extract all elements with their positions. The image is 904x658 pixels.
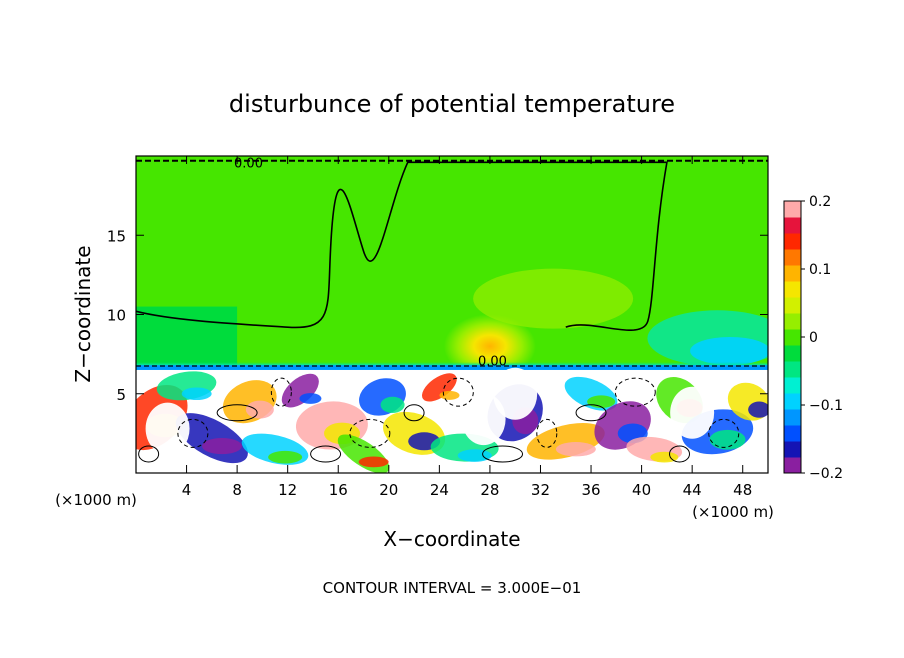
contour-labels: 0.00 0.00	[234, 156, 507, 369]
y-tick-label: 15	[107, 227, 126, 245]
colorbar-tick-label: 0	[809, 330, 818, 346]
contour-loop	[669, 445, 691, 463]
chart-title: disturbunce of potential temperature	[229, 90, 675, 118]
colorbar-segment	[784, 201, 801, 218]
contour-label: 0.00	[234, 156, 263, 171]
x-tick-label: 12	[278, 481, 297, 499]
turbulent-eddy-core	[181, 387, 212, 401]
x-tick-label: 8	[232, 481, 242, 499]
upper-layer-patch	[473, 268, 634, 329]
cool-anomaly-core	[690, 336, 768, 365]
colorbar-segment	[784, 297, 801, 314]
contour-loop	[177, 418, 209, 448]
turbulent-eddy-core	[587, 395, 616, 408]
contour-loop	[536, 418, 558, 448]
x-tick-label: 48	[733, 481, 752, 499]
colorbar-tick-label: −0.2	[809, 466, 843, 482]
y-axis-label: Z−coordinate	[71, 245, 95, 382]
colorbar-segment	[784, 281, 801, 298]
contour-loop	[403, 404, 425, 422]
x-tick-label: 44	[683, 481, 702, 499]
x-tick-label: 40	[632, 481, 651, 499]
y-tick-label: 5	[116, 386, 126, 404]
calm-core	[670, 386, 715, 439]
x-tick-label: 24	[430, 481, 449, 499]
contour-loop	[138, 445, 160, 463]
x-tick-label: 4	[182, 481, 192, 499]
turbulent-eddy-core	[439, 390, 460, 400]
contour-loop	[708, 418, 740, 448]
colorbar-segment	[784, 377, 801, 394]
turbulent-eddy-core	[201, 437, 242, 455]
turbulent-eddy-core	[457, 449, 492, 462]
colorbar-tick-label: −0.1	[809, 398, 843, 414]
y-tick-label: 10	[107, 307, 126, 325]
upper-layer-patch	[136, 306, 238, 370]
contour-loop	[270, 377, 292, 407]
turbulent-eddy	[281, 373, 319, 408]
contour-loop	[442, 377, 474, 407]
colorbar-segment	[784, 313, 801, 330]
colorbar-segment	[784, 441, 801, 458]
x-axis-label: X−coordinate	[383, 527, 520, 551]
x-tick-label: 20	[379, 481, 398, 499]
colorbar-segment	[784, 409, 801, 426]
colorbar-segment	[784, 425, 801, 442]
colorbar-segment	[784, 361, 801, 378]
turbulent-eddy	[422, 373, 457, 402]
calm-core	[461, 393, 506, 446]
turbulent-eddy-core	[555, 442, 596, 457]
calm-core	[493, 367, 538, 420]
x-unit-label-right: (×1000 m)	[692, 503, 774, 521]
contour-loop	[482, 445, 524, 463]
heatmap-field	[136, 156, 768, 473]
x-tick-label: 28	[480, 481, 499, 499]
colorbar-segment	[784, 329, 801, 346]
contour-loop	[216, 404, 258, 422]
colorbar-segment	[784, 249, 801, 266]
turbulent-eddy-core	[268, 450, 303, 464]
zero-contour	[136, 161, 668, 331]
turbulent-eddy-core	[245, 400, 274, 419]
colorbar-segment	[784, 233, 801, 250]
y-axis-ticks: 5 10 15	[107, 227, 768, 404]
colorbar: 0.2 0.1 0 −0.1 −0.2	[783, 194, 843, 482]
contour-interval-note: CONTOUR INTERVAL = 3.000E−01	[323, 579, 582, 597]
turbulent-eddy-core	[358, 456, 389, 468]
calm-core	[145, 402, 190, 455]
x-unit-label-left: (×1000 m)	[55, 491, 137, 509]
contour-loop	[614, 377, 656, 407]
colorbar-tick-label: 0.2	[809, 194, 831, 210]
colorbar-segment	[784, 393, 801, 410]
colorbar-segment	[784, 217, 801, 234]
x-axis-ticks: 4 8 12 16 20 24 28 32 36 40 44 48	[182, 156, 752, 499]
colorbar-tick-label: 0.1	[809, 262, 831, 278]
contour-label: 0.00	[478, 354, 507, 369]
turbulent-eddy-core	[709, 429, 746, 450]
colorbar-segment	[784, 457, 801, 474]
turbulent-eddy-core	[650, 451, 679, 463]
colorbar-segment	[784, 345, 801, 362]
turbulent-eddy-core	[299, 393, 322, 404]
contour-loop	[349, 418, 391, 448]
x-tick-label: 32	[531, 481, 550, 499]
turbulent-eddy-core	[380, 396, 405, 413]
interface-line	[136, 365, 768, 370]
contour-loop	[575, 404, 607, 422]
turbulent-eddy-core	[748, 401, 768, 418]
x-tick-label: 36	[581, 481, 600, 499]
colorbar-segment	[784, 265, 801, 282]
contour-loop	[310, 445, 342, 463]
x-tick-label: 16	[329, 481, 348, 499]
